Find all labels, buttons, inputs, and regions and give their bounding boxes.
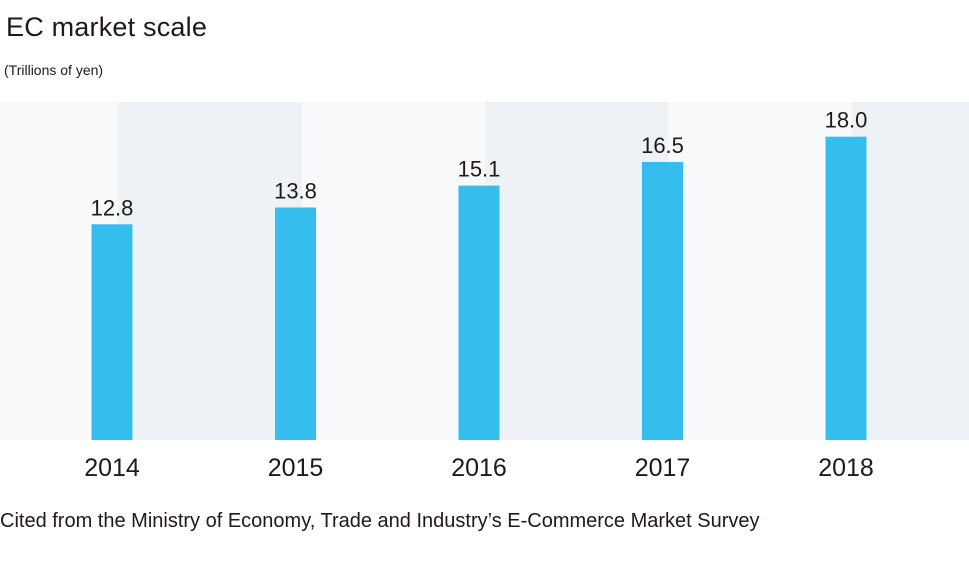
- value-label-2014: 12.8: [91, 195, 134, 220]
- year-label-2018: 2018: [818, 454, 874, 482]
- value-labels: 12.8 13.8 15.1 16.5 18.0: [91, 108, 868, 221]
- year-label-2015: 2015: [268, 454, 324, 482]
- bar-2016: [458, 185, 500, 440]
- source-note: Cited from the Ministry of Economy, Trad…: [0, 510, 760, 532]
- bar-2017: [642, 162, 683, 440]
- background-band: [302, 102, 485, 440]
- bar-2015: [275, 207, 316, 440]
- background-band: [485, 102, 668, 440]
- background-band: [668, 102, 852, 440]
- chart-title: EC market scale: [6, 12, 208, 42]
- value-label-2016: 15.1: [458, 157, 501, 182]
- value-label-2015: 13.8: [274, 179, 317, 204]
- value-label-2017: 16.5: [641, 133, 684, 158]
- unit-label: (Trillions of yen): [4, 62, 104, 78]
- bar-2014: [91, 224, 133, 440]
- year-label-2014: 2014: [84, 454, 140, 482]
- background-band: [852, 102, 969, 440]
- background-bands: [0, 102, 969, 440]
- bars: [91, 136, 867, 440]
- value-label-2018: 18.0: [825, 108, 868, 133]
- background-band: [118, 102, 302, 440]
- year-labels: 2014 2015 2016 2017 2018: [84, 454, 874, 482]
- year-label-2017: 2017: [635, 454, 691, 482]
- year-label-2016: 2016: [451, 454, 507, 482]
- bar-chart: 12.813.815.116.518.0 2014 2015 2016 2017 201…: [0, 102, 969, 482]
- bar-2018: [825, 136, 867, 440]
